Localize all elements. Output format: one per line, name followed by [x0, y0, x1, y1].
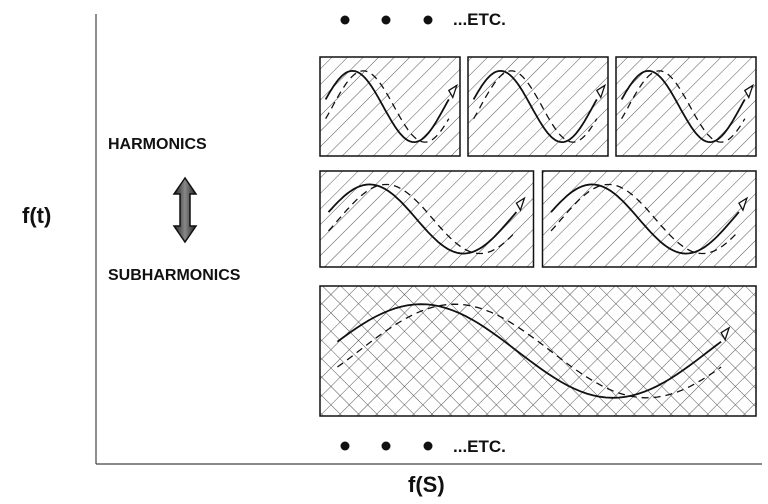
arrowhead-icon [743, 83, 754, 100]
dashed-wave [550, 183, 740, 255]
panel-frame [319, 170, 535, 268]
ellipsis-dot [423, 15, 433, 25]
ellipsis-dot [381, 441, 391, 451]
panel-frame [467, 56, 609, 157]
wave-panel [541, 170, 757, 268]
solid-wave [472, 69, 598, 144]
y-axis-label: f(t) [22, 203, 52, 228]
etc-label-bottom: ...ETC. [453, 437, 506, 456]
subharmonics-label: SUBHARMONICS [108, 267, 241, 284]
etc-label-top: ...ETC. [453, 10, 506, 29]
wave-panel [615, 56, 757, 157]
wave-panel [467, 56, 609, 157]
panel-frame [541, 170, 757, 268]
solid-wave [550, 183, 740, 255]
ellipsis-dot [340, 15, 350, 25]
arrowhead-icon [720, 326, 731, 342]
dashed-wave [621, 70, 746, 143]
arrowhead-icon [447, 83, 458, 100]
solid-wave [620, 69, 746, 144]
panel-frame [319, 56, 461, 157]
solid-wave [336, 303, 722, 399]
harmonics-label: HARMONICS [108, 136, 207, 153]
wave-panel [319, 170, 535, 268]
ellipsis-dot [340, 441, 350, 451]
dashed-wave [325, 70, 450, 143]
panel-frame [319, 285, 757, 417]
arrowhead-icon [515, 196, 526, 212]
ellipsis-dot [423, 441, 433, 451]
panel-frame [615, 56, 757, 157]
dashed-wave [473, 70, 598, 143]
x-axis-label: f(S) [408, 472, 445, 497]
arrowhead-icon [595, 83, 606, 100]
double-arrow-icon [172, 176, 198, 244]
solid-wave [327, 183, 518, 255]
wave-panel [319, 285, 757, 417]
arrowhead-icon [738, 196, 749, 212]
solid-wave [324, 69, 450, 144]
dashed-wave [328, 183, 517, 255]
wave-panel [319, 56, 461, 157]
ellipsis-dot [381, 15, 391, 25]
dashed-wave [337, 303, 722, 399]
